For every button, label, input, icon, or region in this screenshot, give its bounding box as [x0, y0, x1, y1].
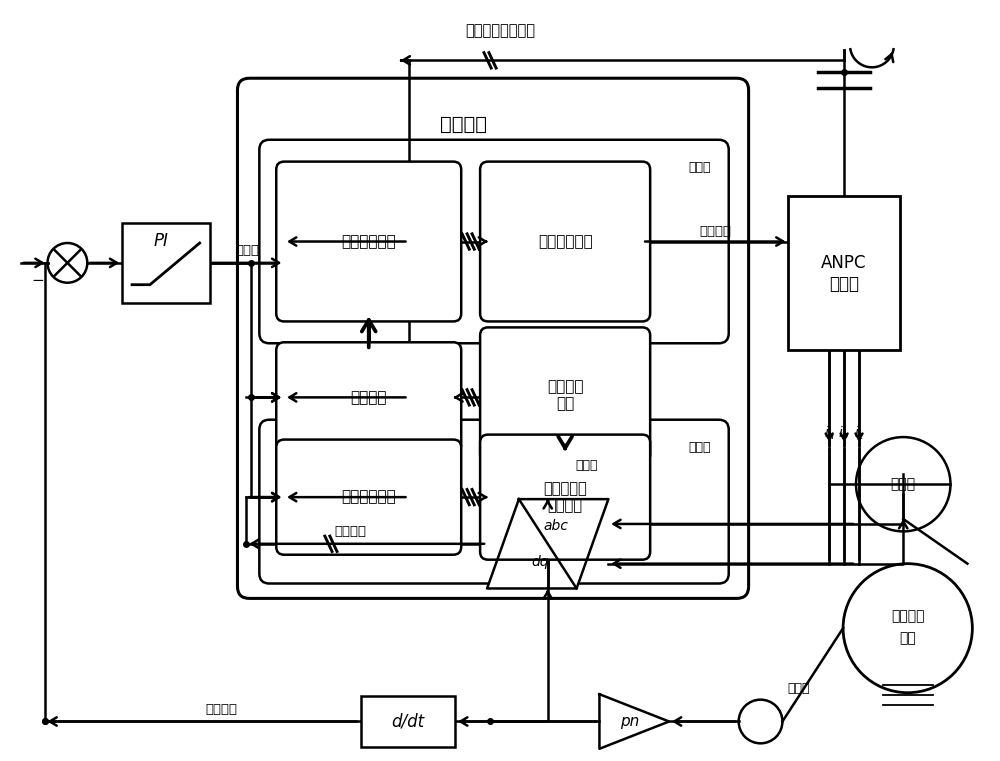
Text: −: − [32, 273, 45, 288]
Text: abc: abc [543, 519, 568, 533]
Text: 门极信号生成: 门极信号生成 [538, 234, 593, 249]
Text: 可用矢量
确定: 可用矢量 确定 [547, 379, 583, 411]
FancyBboxPatch shape [276, 161, 461, 321]
FancyBboxPatch shape [480, 327, 650, 463]
FancyBboxPatch shape [237, 78, 749, 598]
FancyBboxPatch shape [480, 161, 650, 321]
Polygon shape [599, 694, 669, 749]
Text: ANPC
逆变器: ANPC 逆变器 [821, 254, 867, 293]
Text: 永磁同步: 永磁同步 [891, 610, 924, 623]
Bar [788, 196, 900, 350]
FancyBboxPatch shape [259, 140, 729, 343]
Polygon shape [487, 499, 608, 588]
Text: dq: dq [531, 555, 549, 568]
Bar [122, 223, 210, 303]
FancyBboxPatch shape [480, 435, 650, 559]
FancyBboxPatch shape [259, 420, 729, 584]
Text: 阶段二: 阶段二 [688, 161, 711, 174]
Text: 控制算法: 控制算法 [440, 116, 487, 135]
Text: 母线电容电压输入: 母线电容电压输入 [465, 23, 535, 38]
Text: 滞环法电压
极性判定: 滞环法电压 极性判定 [543, 481, 587, 514]
Text: pn: pn [620, 714, 639, 729]
Text: 门极信号: 门极信号 [699, 225, 731, 238]
Text: d/dt: d/dt [391, 712, 425, 731]
Text: 电机: 电机 [899, 631, 916, 645]
Text: $i_a$: $i_a$ [824, 424, 835, 441]
Text: 编码器: 编码器 [787, 682, 810, 695]
Text: $i_b$: $i_b$ [838, 424, 850, 441]
Text: 预测模型: 预测模型 [350, 390, 387, 405]
FancyBboxPatch shape [276, 440, 461, 555]
Text: 电压幅値预测: 电压幅値预测 [341, 489, 396, 505]
Text: 电流输入: 电流输入 [335, 525, 367, 538]
Text: PI: PI [153, 232, 168, 250]
Text: 速度输入: 速度输入 [206, 703, 238, 716]
Text: 阶段一: 阶段一 [688, 441, 711, 454]
Bar [361, 696, 455, 747]
Text: 传感器: 传感器 [891, 477, 916, 492]
Text: $i_c$: $i_c$ [854, 424, 866, 441]
FancyBboxPatch shape [276, 342, 461, 453]
Text: 参考値: 参考値 [235, 244, 259, 257]
Text: 阶段一: 阶段一 [575, 460, 598, 473]
Text: 代价函数优化: 代价函数优化 [341, 234, 396, 249]
